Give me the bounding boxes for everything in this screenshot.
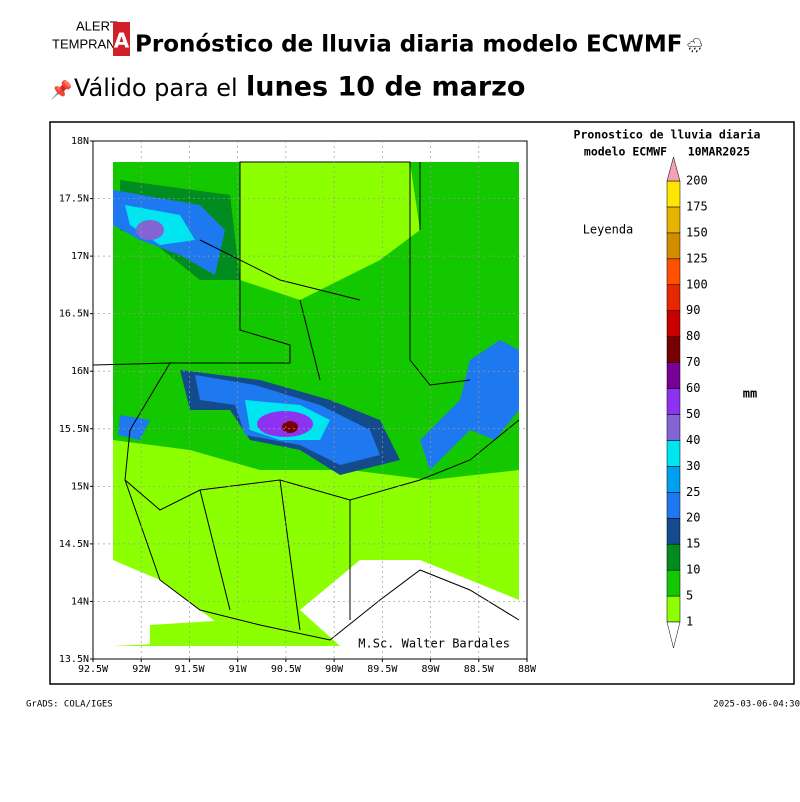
lat-tick-label: 15N <box>71 481 89 492</box>
rainfall-field <box>113 162 519 646</box>
rain-area <box>300 560 519 646</box>
legend-label: 70 <box>686 355 700 369</box>
legend-swatch <box>666 466 681 493</box>
legend-label: 200 <box>686 174 708 188</box>
footer-left: GrADS: COLA/IGES <box>26 700 113 710</box>
subtitle-date: lunes 10 de marzo <box>246 72 525 103</box>
legend-swatch <box>666 492 681 519</box>
legend-label: 1 <box>686 615 693 629</box>
title: Pronóstico de lluvia diaria modelo ECWMF <box>135 32 683 58</box>
legend-swatch <box>666 388 681 415</box>
lon-tick-label: 90W <box>325 664 344 675</box>
legend-label: 50 <box>686 407 700 421</box>
logo-bottom: TEMPRAN <box>52 36 116 51</box>
legend-swatch <box>666 232 681 260</box>
lon-tick-label: 89W <box>422 664 441 675</box>
map-title: modelo ECMWF 10MAR2025 <box>584 145 750 159</box>
lat-tick-label: 13.5N <box>59 654 89 665</box>
lat-tick-label: 18N <box>71 136 89 147</box>
legend-label: 15 <box>686 537 700 551</box>
legend-label: 60 <box>686 381 700 395</box>
lat-tick-label: 14N <box>71 596 89 607</box>
rain-area <box>420 340 519 470</box>
lon-tick-label: 91.5W <box>174 664 205 675</box>
lat-tick-label: 17N <box>71 251 89 262</box>
lon-tick-label: 92W <box>132 664 151 675</box>
legend-swatch <box>666 595 681 623</box>
border <box>199 162 421 631</box>
lat-tick-label: 16N <box>71 366 89 377</box>
legend-swatch <box>666 543 681 571</box>
lat-tick-label: 17.5N <box>59 194 89 205</box>
lat-tick-label: 14.5N <box>59 539 89 550</box>
borders <box>92 161 520 641</box>
legend-swatch <box>666 284 681 311</box>
logo-top: ALERT <box>76 18 118 33</box>
rain-area <box>150 620 300 646</box>
legend-over <box>666 156 681 182</box>
legend-swatch <box>666 414 681 441</box>
legend-label: 100 <box>686 277 708 291</box>
subtitle-prefix: Válido para el <box>74 74 238 102</box>
frame <box>49 121 795 685</box>
footer-right: 2025-03-06-04:30 <box>713 700 800 710</box>
legend-label: 150 <box>686 225 708 239</box>
legend-swatch <box>666 362 681 389</box>
lat-tick-label: 15.5N <box>59 424 89 435</box>
legend-swatch <box>666 310 681 337</box>
rain-area <box>118 415 150 440</box>
logo: ALERT TEMPRAN A <box>52 18 130 56</box>
logo-box <box>113 22 130 56</box>
legend-swatch <box>666 569 681 597</box>
lon-tick-label: 88.5W <box>464 664 495 675</box>
legend-swatch <box>666 180 681 208</box>
legend-label: 175 <box>686 199 708 213</box>
legend-label: 125 <box>686 251 708 265</box>
lon-tick-label: 89.5W <box>367 664 398 675</box>
legend-swatch <box>666 206 681 234</box>
map-title: Pronostico de lluvia diaria <box>574 128 761 142</box>
legend-label: 40 <box>686 433 700 447</box>
rain-area <box>240 162 420 300</box>
lon-tick-label: 92.5W <box>78 664 109 675</box>
legend-label: 5 <box>686 589 693 603</box>
lon-tick-label: 88W <box>518 664 537 675</box>
legend-label: 10 <box>686 563 700 577</box>
legend-label: 80 <box>686 329 700 343</box>
coast <box>124 479 520 641</box>
legend-swatch <box>666 517 681 545</box>
legend-title: Leyenda <box>583 223 634 237</box>
lon-tick-label: 90.5W <box>271 664 302 675</box>
axes: 18N 17.5N 17N 16.5N 16N 15.5N 15N 14.5N 14N 13.5N… <box>59 136 537 675</box>
legend-unit: mm <box>743 387 757 401</box>
legend-label: 90 <box>686 303 700 317</box>
legend-swatch <box>666 336 681 363</box>
legend-under <box>666 621 681 649</box>
rain-area <box>136 220 164 240</box>
legend-swatch <box>666 258 681 286</box>
credit: M.Sc. Walter Bardales <box>358 637 510 651</box>
lon-tick-label: 91W <box>229 664 248 675</box>
legend-label: 30 <box>686 459 700 473</box>
logo-letter: A <box>114 29 130 53</box>
subtitle-icon: 📌 <box>50 79 72 101</box>
legend-label: 20 <box>686 511 700 525</box>
title-icon: 🌧 <box>686 38 704 54</box>
plot-border <box>92 140 528 660</box>
legend-label: 25 <box>686 485 700 499</box>
lat-tick-label: 16.5N <box>59 309 89 320</box>
legend-swatch <box>666 440 681 467</box>
border <box>124 362 520 511</box>
border <box>92 161 471 386</box>
rain-area <box>282 421 298 433</box>
